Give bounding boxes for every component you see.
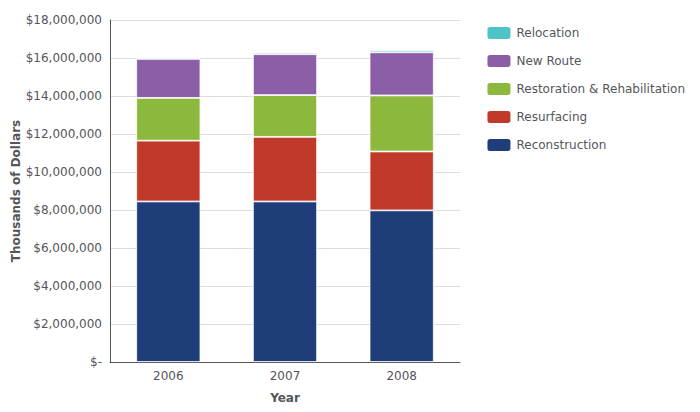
- svg-text:$14,000,000: $14,000,000: [26, 89, 102, 103]
- svg-text:2007: 2007: [270, 369, 301, 383]
- svg-text:Relocation: Relocation: [516, 26, 579, 40]
- svg-text:$2,000,000: $2,000,000: [33, 317, 102, 331]
- svg-text:2006: 2006: [153, 369, 184, 383]
- svg-text:$12,000,000: $12,000,000: [26, 127, 102, 141]
- svg-text:Restoration & Rehabilitation: Restoration & Rehabilitation: [516, 82, 685, 96]
- svg-text:2008: 2008: [386, 369, 417, 383]
- svg-text:Thousands of Dollars: Thousands of Dollars: [9, 120, 23, 262]
- svg-text:Reconstruction: Reconstruction: [516, 138, 606, 152]
- svg-text:Resurfacing: Resurfacing: [516, 110, 587, 124]
- svg-text:$-: $-: [90, 355, 102, 369]
- svg-text:$8,000,000: $8,000,000: [33, 203, 102, 217]
- svg-text:$4,000,000: $4,000,000: [33, 279, 102, 293]
- svg-text:Year: Year: [269, 391, 300, 405]
- svg-text:New Route: New Route: [516, 54, 581, 68]
- svg-text:$16,000,000: $16,000,000: [26, 51, 102, 65]
- svg-text:$10,000,000: $10,000,000: [26, 165, 102, 179]
- svg-text:$6,000,000: $6,000,000: [33, 241, 102, 255]
- svg-text:$18,000,000: $18,000,000: [26, 13, 102, 27]
